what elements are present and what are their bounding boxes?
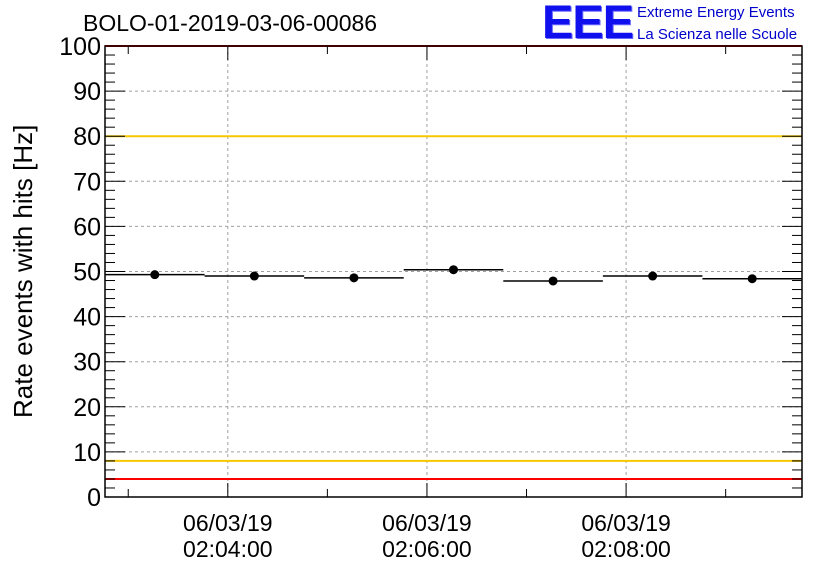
x-tick-time: 02:08:00 xyxy=(581,536,671,562)
y-tick-labels: 0 10 20 30 40 50 60 70 80 90 100 xyxy=(59,33,101,512)
x-tick-time: 02:04:00 xyxy=(183,536,273,562)
x-tick-date: 06/03/19 xyxy=(183,510,273,536)
y-tick-label: 10 xyxy=(73,439,101,467)
x-tick-date: 06/03/19 xyxy=(581,510,671,536)
y-tick-label: 20 xyxy=(73,394,101,422)
data-point xyxy=(648,271,658,281)
x-tick-time: 02:06:00 xyxy=(382,536,472,562)
y-tick-label: 80 xyxy=(73,123,101,151)
eee-logo-icon: EEE xyxy=(542,0,634,48)
y-tick-label: 0 xyxy=(87,484,101,512)
y-tick-label: 30 xyxy=(73,349,101,377)
y-tick-label: 70 xyxy=(73,168,101,196)
y-tick-label: 90 xyxy=(73,78,101,106)
y-tick-label: 40 xyxy=(73,304,101,332)
logo-line-1: Extreme Energy Events xyxy=(637,4,795,21)
data-point xyxy=(349,273,359,283)
y-tick-label: 100 xyxy=(59,33,101,61)
data-marks xyxy=(105,265,802,286)
data-point xyxy=(249,271,259,281)
chart-title: BOLO-01-2019-03-06-00086 xyxy=(83,10,378,36)
data-point xyxy=(548,276,558,286)
logo-line-2: La Scienza nelle Scuole xyxy=(637,26,798,43)
x-tick-date: 06/03/19 xyxy=(382,510,472,536)
limit-lines xyxy=(105,45,802,480)
x-tick-labels: 06/03/1902:04:0006/03/1902:06:0006/03/19… xyxy=(183,510,671,562)
data-point xyxy=(747,274,757,284)
data-point xyxy=(449,265,458,275)
data-point xyxy=(150,270,160,280)
axis-ticks xyxy=(105,45,802,498)
y-tick-label: 50 xyxy=(73,259,101,287)
y-tick-label: 60 xyxy=(73,213,101,241)
